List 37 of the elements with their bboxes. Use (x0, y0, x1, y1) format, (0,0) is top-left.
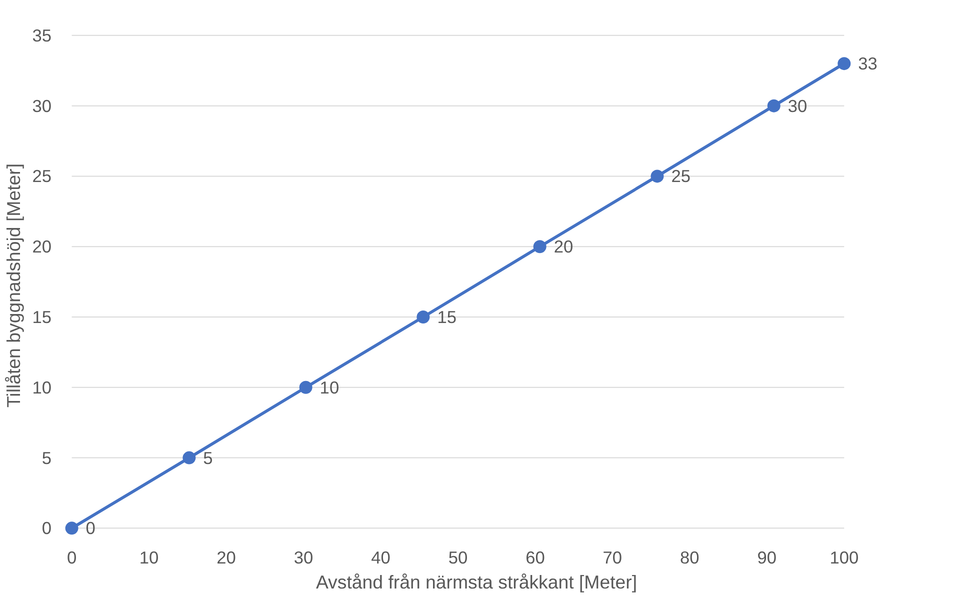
y-tick-label: 0 (42, 518, 52, 538)
x-tick-label: 60 (526, 548, 545, 568)
x-tick-label: 80 (680, 548, 700, 568)
y-tick-label: 5 (42, 448, 52, 468)
data-label: 30 (788, 96, 808, 116)
data-label: 10 (320, 377, 340, 398)
x-tick-label: 30 (294, 548, 314, 568)
point (533, 240, 546, 254)
x-axis-title: Avstånd från närmsta stråkkant [Meter] (316, 572, 638, 592)
data-label: 5 (203, 448, 213, 468)
y-tick-label: 25 (32, 166, 52, 186)
point (182, 451, 196, 464)
point (650, 170, 664, 183)
data-label: 20 (554, 236, 574, 257)
y-axis-title: Tillåten byggnadshöjd [Meter] (3, 163, 24, 408)
x-tick-label: 90 (757, 548, 777, 568)
y-tick-label: 15 (32, 307, 52, 327)
x-tick-label: 70 (602, 548, 622, 568)
point (767, 99, 780, 112)
x-tick-label: 40 (371, 548, 390, 568)
x-tick-label: 10 (139, 548, 159, 568)
y-tick-label: 35 (32, 25, 52, 46)
y-tick-label: 20 (32, 236, 52, 257)
point (838, 57, 851, 70)
point (416, 310, 430, 324)
x-tick-label: 0 (66, 548, 77, 568)
data-label: 33 (858, 54, 878, 74)
y-tick-label: 10 (32, 377, 52, 398)
point (65, 522, 78, 535)
y-tick-label: 30 (32, 96, 52, 116)
data-label: 25 (671, 166, 691, 186)
x-tick-label: 100 (830, 548, 859, 568)
data-label: 15 (437, 307, 456, 327)
x-tick-label: 20 (216, 548, 236, 568)
x-tick-label: 50 (448, 548, 468, 568)
point (299, 380, 312, 394)
data-label: 0 (86, 518, 96, 538)
